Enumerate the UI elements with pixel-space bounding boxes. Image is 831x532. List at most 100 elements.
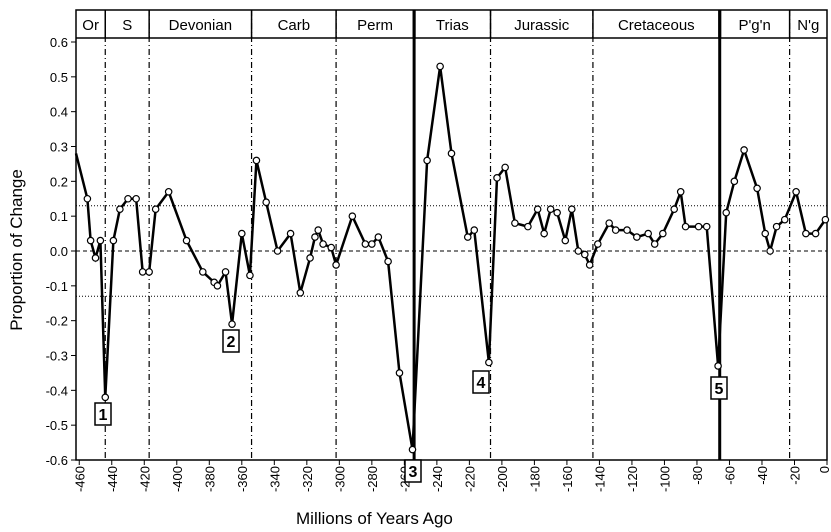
- data-point: [681, 222, 690, 231]
- annotation-box: [710, 376, 728, 400]
- data-point: [533, 205, 542, 214]
- data-point: [644, 229, 652, 238]
- data-point: [605, 219, 613, 227]
- x-tick-label: -160: [560, 466, 575, 492]
- data-point: [368, 240, 376, 248]
- data-point: [501, 163, 509, 172]
- data-point: [740, 146, 748, 154]
- data-point: [546, 205, 555, 214]
- data-point: [296, 288, 305, 297]
- data-point: [485, 358, 493, 367]
- period-label: S: [122, 17, 132, 34]
- annotation-box: [222, 329, 240, 353]
- data-point: [633, 233, 641, 241]
- y-tick-label: 0.1: [50, 209, 68, 224]
- annotation: 1: [99, 407, 108, 424]
- data-point: [311, 233, 319, 241]
- y-tick-label: 0.0: [50, 244, 68, 259]
- x-tick-label: -180: [527, 466, 542, 492]
- data-point: [561, 236, 570, 245]
- data-point: [327, 243, 336, 252]
- y-tick-label: -0.5: [46, 418, 68, 433]
- data-point: [332, 261, 340, 269]
- x-tick-label: -120: [625, 466, 640, 492]
- data-point: [436, 62, 444, 71]
- x-tick-label: -80: [690, 466, 705, 485]
- data-point: [811, 229, 820, 238]
- data-point: [821, 215, 830, 224]
- data-point: [213, 282, 222, 290]
- data-point: [361, 240, 370, 248]
- data-point: [91, 254, 100, 262]
- data-point: [306, 254, 314, 262]
- x-tick-label: -440: [105, 466, 120, 492]
- period-label: Trias: [436, 17, 469, 34]
- y-tick-label: 0.5: [50, 70, 68, 85]
- period-label: P'g'n: [738, 17, 770, 34]
- y-tick-label: 0.4: [50, 105, 68, 120]
- data-point: [730, 177, 739, 186]
- period-label: Or: [82, 17, 99, 34]
- annotation: 5: [715, 381, 724, 398]
- data-point: [580, 250, 589, 259]
- x-tick-label: -420: [137, 466, 152, 492]
- data-point: [198, 268, 207, 276]
- data-point: [722, 208, 731, 217]
- data-point: [792, 187, 800, 196]
- x-axis-label: Millions of Years Ago: [296, 509, 453, 528]
- data-point: [567, 205, 576, 214]
- data-point: [650, 240, 659, 248]
- data-point: [86, 236, 95, 245]
- data-point: [374, 233, 383, 241]
- data-point: [423, 156, 431, 165]
- data-point: [145, 268, 153, 276]
- data-point: [574, 247, 583, 255]
- data-point: [702, 222, 711, 231]
- y-tick-label: -0.4: [46, 383, 68, 398]
- data-point: [96, 236, 105, 245]
- y-tick-label: -0.6: [46, 453, 68, 468]
- data-point: [314, 226, 323, 234]
- data-point: [132, 194, 140, 203]
- data-point: [766, 247, 774, 255]
- data-point: [138, 268, 147, 276]
- x-tick-label: -60: [722, 466, 737, 485]
- annotation: 4: [477, 375, 486, 392]
- period-label: Jurassic: [514, 17, 570, 34]
- y-tick-label: 0.2: [50, 174, 68, 189]
- data-point: [623, 226, 631, 234]
- x-tick-label: -400: [170, 466, 185, 492]
- plot-frame: [75, 9, 828, 461]
- data-point: [182, 236, 191, 245]
- data-point: [694, 222, 703, 231]
- data-point: [463, 233, 472, 241]
- period-label: N'g: [797, 17, 819, 34]
- data-point: [553, 208, 561, 217]
- data-point: [101, 393, 110, 402]
- period-label: Devonian: [169, 17, 232, 34]
- data-point: [228, 320, 236, 328]
- x-tick-label: -340: [267, 466, 282, 492]
- data-point: [447, 149, 456, 158]
- data-point: [780, 215, 789, 224]
- data-point: [116, 205, 124, 214]
- x-tick-label: -240: [430, 466, 445, 492]
- x-tick-label: -220: [462, 466, 477, 492]
- data-point: [246, 271, 254, 280]
- x-tick-label: -320: [300, 466, 315, 492]
- data-point: [772, 222, 781, 231]
- data-point: [164, 187, 173, 196]
- data-point: [262, 198, 270, 207]
- data-point: [151, 205, 160, 214]
- data-point: [670, 205, 678, 214]
- y-tick-label: -0.1: [46, 279, 68, 294]
- data-point: [221, 268, 230, 276]
- data-point: [585, 261, 594, 269]
- y-tick-label: 0.3: [50, 140, 68, 155]
- data-point: [753, 184, 761, 193]
- x-tick-label: -20: [787, 466, 802, 485]
- data-point: [659, 229, 667, 238]
- data-point: [802, 229, 810, 238]
- y-axis-label: Proportion of Change: [7, 169, 26, 331]
